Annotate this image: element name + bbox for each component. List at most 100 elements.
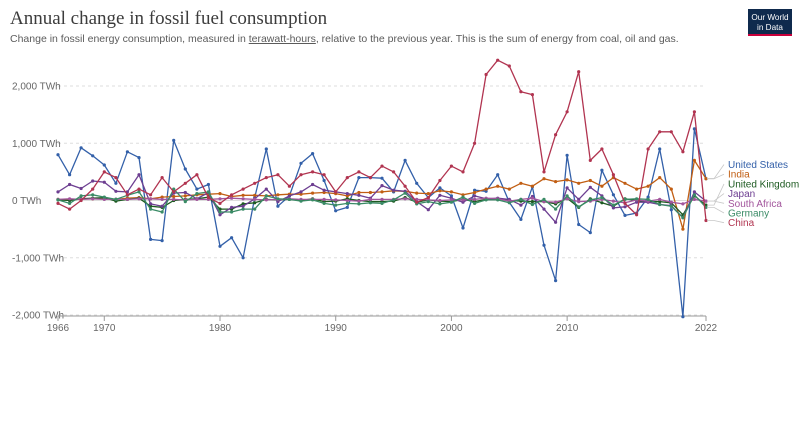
data-point bbox=[149, 193, 153, 197]
data-point bbox=[669, 200, 673, 204]
data-point bbox=[519, 197, 523, 201]
legend-item-germany[interactable]: Germany bbox=[728, 209, 769, 220]
data-point bbox=[218, 210, 222, 214]
data-point bbox=[484, 198, 488, 202]
data-point bbox=[149, 197, 153, 201]
data-point bbox=[299, 190, 303, 194]
legend-connector bbox=[707, 193, 725, 202]
data-point bbox=[357, 170, 361, 174]
data-point bbox=[345, 198, 349, 203]
data-point bbox=[287, 184, 291, 188]
legend-item-india[interactable]: India bbox=[728, 170, 750, 181]
data-point bbox=[114, 197, 118, 201]
data-point bbox=[183, 200, 187, 204]
data-point bbox=[56, 201, 60, 205]
data-point bbox=[68, 201, 72, 205]
data-point bbox=[56, 153, 60, 157]
data-point bbox=[125, 150, 129, 154]
data-point bbox=[345, 194, 349, 198]
data-point bbox=[496, 184, 500, 188]
data-point bbox=[230, 205, 234, 209]
data-point bbox=[322, 178, 326, 183]
x-tick-label: 2000 bbox=[440, 323, 463, 334]
legend-item-china[interactable]: China bbox=[728, 218, 755, 229]
data-point bbox=[172, 194, 176, 199]
data-point bbox=[102, 195, 106, 199]
data-point bbox=[565, 153, 569, 157]
data-point bbox=[519, 217, 523, 221]
data-point bbox=[68, 173, 72, 177]
data-point bbox=[704, 218, 708, 223]
data-point bbox=[438, 178, 442, 183]
data-point bbox=[658, 147, 662, 151]
data-point bbox=[160, 239, 164, 243]
data-point bbox=[334, 209, 338, 213]
data-point bbox=[357, 176, 361, 180]
data-point bbox=[206, 196, 210, 200]
data-point bbox=[426, 200, 430, 204]
legend-connector bbox=[707, 183, 725, 206]
series-china bbox=[56, 58, 708, 223]
data-point bbox=[554, 207, 558, 211]
data-point bbox=[542, 243, 546, 247]
data-point bbox=[403, 191, 407, 195]
data-point bbox=[380, 201, 384, 205]
data-point bbox=[241, 197, 245, 201]
data-point bbox=[646, 184, 650, 188]
data-point bbox=[438, 193, 442, 197]
data-point bbox=[125, 197, 129, 201]
data-point bbox=[241, 207, 245, 211]
data-point bbox=[264, 198, 268, 202]
data-point bbox=[484, 189, 488, 193]
legend-item-united-kingdom[interactable]: United Kingdom bbox=[728, 179, 799, 190]
data-point bbox=[658, 202, 662, 207]
data-point bbox=[577, 197, 581, 201]
data-point bbox=[218, 192, 222, 196]
data-point bbox=[496, 173, 500, 177]
x-tick-label: 1970 bbox=[93, 323, 116, 334]
data-point bbox=[692, 197, 697, 201]
our-world-in-data-logo[interactable]: Our World in Data bbox=[748, 9, 792, 36]
data-point bbox=[183, 190, 187, 195]
legend-item-south-africa[interactable]: South Africa bbox=[728, 199, 782, 210]
legend-connector bbox=[707, 164, 725, 180]
data-point bbox=[91, 179, 95, 183]
data-point bbox=[577, 181, 581, 185]
data-point bbox=[692, 193, 697, 197]
data-point bbox=[114, 189, 118, 193]
data-point bbox=[461, 198, 465, 202]
data-point bbox=[68, 182, 72, 187]
data-point bbox=[392, 198, 396, 202]
data-point bbox=[588, 158, 592, 162]
data-point bbox=[554, 279, 558, 283]
data-point bbox=[79, 146, 83, 150]
data-point bbox=[519, 203, 523, 207]
legend-item-united-states[interactable]: United States bbox=[728, 160, 788, 171]
data-point bbox=[611, 193, 616, 197]
data-point bbox=[345, 205, 349, 209]
data-point bbox=[125, 193, 129, 197]
legend-connector bbox=[707, 173, 725, 180]
data-point bbox=[438, 198, 442, 203]
data-point bbox=[635, 187, 639, 191]
data-point bbox=[149, 202, 153, 206]
data-point bbox=[635, 197, 639, 201]
data-point bbox=[484, 72, 488, 77]
data-point bbox=[692, 110, 697, 114]
data-point bbox=[461, 195, 465, 199]
data-point bbox=[669, 130, 673, 134]
data-point bbox=[287, 197, 291, 201]
data-point bbox=[692, 127, 697, 131]
data-point bbox=[368, 201, 372, 205]
data-point bbox=[91, 187, 95, 191]
terawatt-hours-link[interactable]: terawatt-hours bbox=[248, 33, 316, 45]
data-point bbox=[461, 226, 465, 230]
data-point bbox=[380, 176, 384, 180]
data-point bbox=[704, 199, 708, 203]
legend-item-japan[interactable]: Japan bbox=[728, 189, 755, 200]
series-india bbox=[56, 158, 708, 231]
data-point bbox=[380, 164, 384, 168]
data-point bbox=[241, 187, 245, 191]
data-point bbox=[322, 201, 326, 205]
